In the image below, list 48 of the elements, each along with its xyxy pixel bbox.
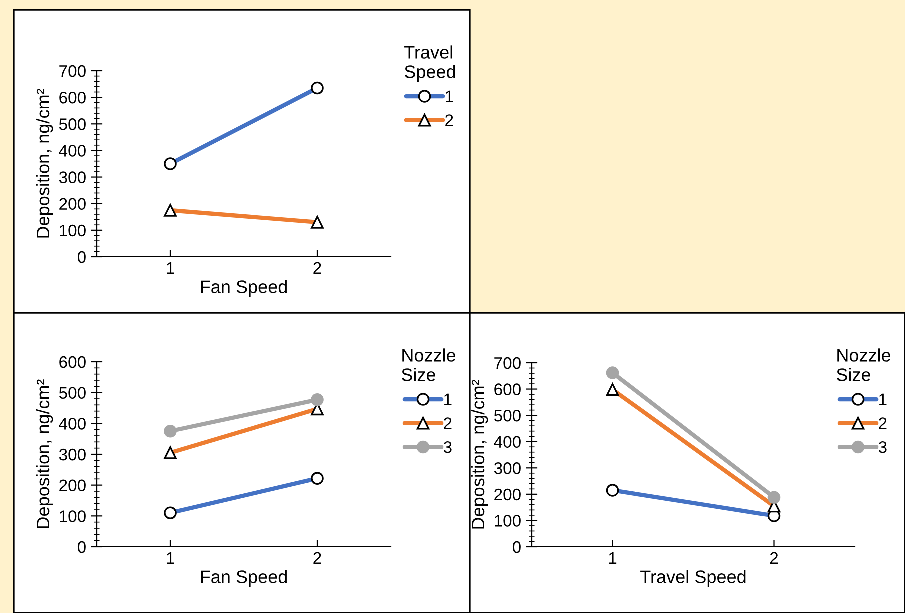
y-tick-label: 200	[60, 480, 86, 492]
x-tick-label: 2	[770, 552, 778, 564]
x-tick-label: 2	[314, 552, 322, 564]
legend-title: Travel Speed	[404, 46, 456, 82]
y-tick-label: 300	[494, 462, 521, 474]
y-tick-label: 300	[59, 172, 86, 184]
y-tick-label: 500	[59, 387, 86, 400]
x-tick-label: 1	[167, 552, 174, 564]
y-tick-label: 600	[60, 356, 86, 368]
y-tick-label: 200	[60, 198, 86, 210]
y-tick-label: 100	[60, 224, 86, 237]
y-tick-label: 400	[59, 418, 86, 430]
x-tick-label: 1	[609, 552, 617, 564]
legend-label: 1	[446, 90, 454, 102]
y-axis-title: Deposition, ng/cm²	[36, 89, 54, 238]
legend-label: 3	[444, 441, 452, 454]
y-axis-title: Deposition, ng/cm²	[36, 380, 54, 528]
legend-label: 2	[879, 418, 887, 430]
y-tick-label: 700	[60, 65, 86, 78]
y-tick-label: 500	[59, 118, 86, 130]
legend-label: 3	[878, 441, 887, 454]
legend-title: Nozzle Size	[402, 348, 456, 382]
y-tick-label: 300	[59, 448, 86, 461]
x-axis-title: Fan Speed	[201, 280, 288, 298]
point	[311, 394, 324, 406]
point	[606, 366, 620, 380]
point	[768, 491, 781, 504]
y-tick-label: 400	[494, 436, 521, 448]
x-axis-title: Fan Speed	[201, 570, 288, 588]
legend-title: Nozzle Size	[836, 348, 891, 382]
y-tick-label: 600	[60, 92, 86, 104]
y-tick-label: 400	[59, 145, 86, 157]
y-tick-label: 0	[78, 251, 86, 264]
legend-label: 2	[444, 418, 452, 430]
legend-label: 1	[880, 394, 887, 406]
y-tick-label: 500	[494, 410, 521, 422]
y-tick-label: 100	[60, 510, 86, 522]
y-tick-label: 700	[494, 357, 521, 370]
y-tick-label: 0	[78, 541, 86, 554]
legend-label: 2	[446, 114, 454, 126]
legend-label: 1	[444, 394, 452, 406]
point	[164, 424, 177, 438]
y-tick-label: 200	[494, 488, 521, 501]
y-axis-title: Deposition, ng/cm²	[471, 380, 488, 529]
y-tick-label: 600	[494, 384, 521, 396]
x-axis-title: Travel Speed	[640, 570, 746, 588]
y-tick-label: 0	[512, 541, 521, 554]
y-tick-label: 100	[495, 515, 521, 527]
